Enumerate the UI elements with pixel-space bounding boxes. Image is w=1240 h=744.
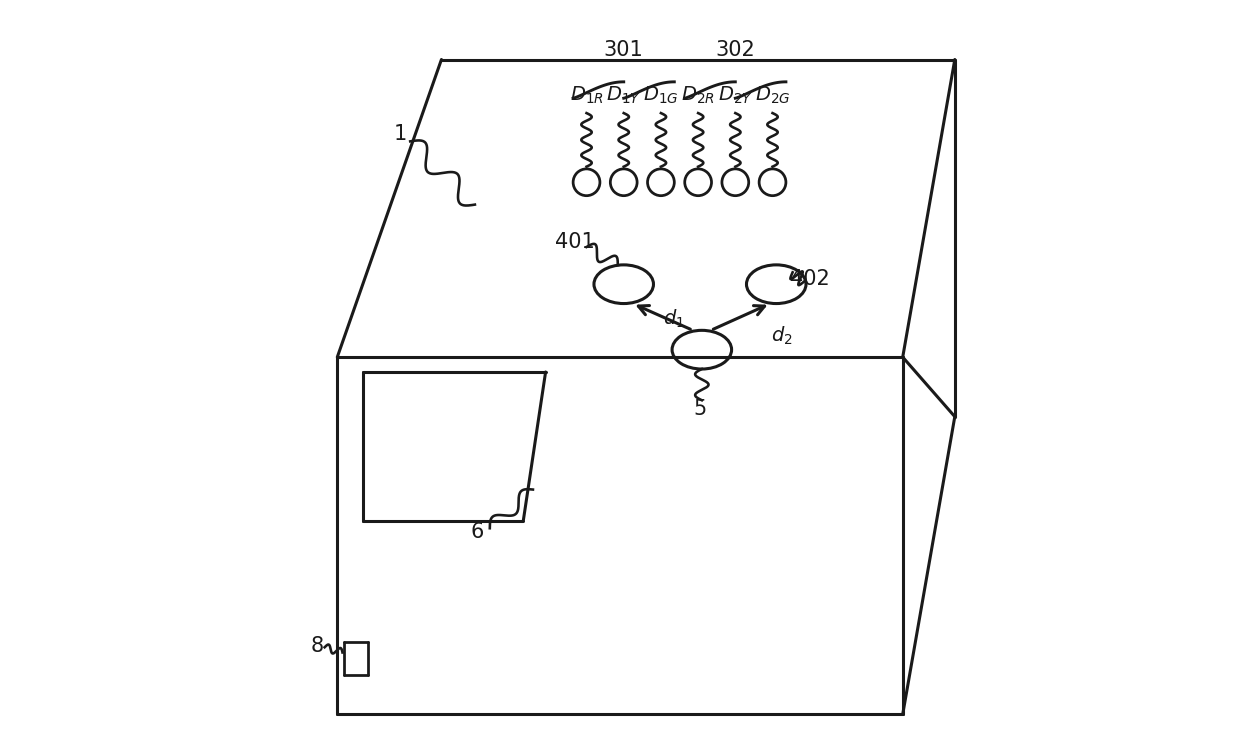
- Text: $d_2$: $d_2$: [771, 325, 794, 347]
- Text: 301: 301: [604, 39, 644, 60]
- Text: $D_{1G}$: $D_{1G}$: [644, 84, 678, 106]
- Text: 8: 8: [311, 636, 324, 655]
- Text: $D_{2Y}$: $D_{2Y}$: [718, 84, 753, 106]
- Text: $D_{2G}$: $D_{2G}$: [755, 84, 790, 106]
- Text: $D_{2R}$: $D_{2R}$: [681, 84, 715, 106]
- Text: $d_1$: $d_1$: [662, 307, 684, 330]
- Text: $D_{1Y}$: $D_{1Y}$: [606, 84, 641, 106]
- Text: 401: 401: [556, 232, 595, 251]
- Text: $D_{1R}$: $D_{1R}$: [569, 84, 604, 106]
- Text: 1: 1: [394, 124, 407, 144]
- Text: 5: 5: [693, 400, 707, 419]
- Text: 6: 6: [470, 522, 484, 542]
- Text: 302: 302: [715, 39, 755, 60]
- Text: 402: 402: [790, 269, 830, 289]
